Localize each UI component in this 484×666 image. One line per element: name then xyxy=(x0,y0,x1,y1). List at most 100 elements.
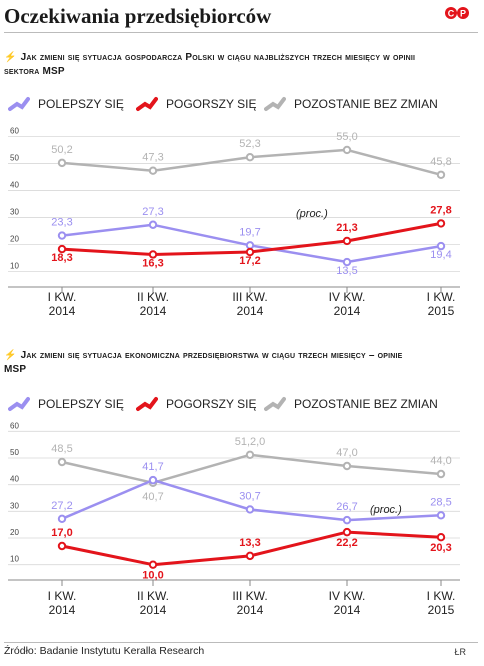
chart1-legend: POLEPSZY SIĘ POGORSZY SIĘ POZOSTANIE BEZ… xyxy=(8,92,478,116)
data-point-worse xyxy=(57,541,67,551)
x-tick-label-year: 2014 xyxy=(140,603,167,617)
data-point-worse xyxy=(148,560,158,569)
data-point-better xyxy=(436,241,446,251)
trend-same-icon xyxy=(264,97,286,111)
legend-same: POZOSTANIE BEZ ZMIAN xyxy=(264,392,438,416)
y-tick-label: 30 xyxy=(10,207,19,216)
x-tick-label-year: 2014 xyxy=(237,304,264,318)
data-label-better: 28,5 xyxy=(430,496,451,508)
bolt-icon: ⚡ xyxy=(4,350,17,361)
data-point-better xyxy=(148,475,158,485)
x-tick-label-quarter: I KW. xyxy=(48,589,77,603)
legend-worse-label: POGORSZY SIĘ xyxy=(166,97,257,111)
trend-better-icon xyxy=(8,397,30,411)
data-label-better: 41,7 xyxy=(142,461,163,473)
x-tick-label-quarter: IV KW. xyxy=(329,589,366,603)
data-point-same xyxy=(342,145,352,155)
x-tick-label-year: 2014 xyxy=(334,304,361,318)
data-point-worse xyxy=(57,244,67,254)
data-label-worse: 17,0 xyxy=(51,527,72,539)
data-point-better xyxy=(245,241,255,250)
data-label-worse: 18,3 xyxy=(51,252,72,264)
series-line-same xyxy=(61,453,442,485)
svg-text:P: P xyxy=(460,9,466,19)
x-tick-label-quarter: IV KW. xyxy=(329,290,366,304)
data-label-better: 19,7 xyxy=(239,226,260,238)
data-label-worse: 27,8 xyxy=(430,204,451,216)
legend-same-label: POZOSTANIE BEZ ZMIAN xyxy=(294,97,438,111)
x-tick-label-quarter: I KW. xyxy=(427,290,456,304)
data-point-worse xyxy=(245,247,255,257)
data-point-same xyxy=(342,461,352,471)
data-label-better: 27,2 xyxy=(51,500,72,512)
source-note: Źródło: Badanie Instytutu Keralla Resear… xyxy=(4,645,205,657)
legend-worse: POGORSZY SIĘ xyxy=(136,392,256,416)
chart1-subtitle: ⚡ Jak zmieni się sytuacja gospodarcza Pol… xyxy=(4,51,424,79)
data-point-better xyxy=(148,220,158,229)
x-tick-label-year: 2015 xyxy=(428,603,455,617)
chart2: 10 20 30 40 50 60 I KW. 2014 II KW. 2014 III KW. 20… xyxy=(0,420,484,640)
top-divider xyxy=(4,32,478,33)
data-point-better xyxy=(57,514,67,524)
data-point-same xyxy=(436,469,446,479)
y-tick-label: 20 xyxy=(10,234,19,243)
x-tick-label-quarter: II KW. xyxy=(137,290,169,304)
data-point-worse xyxy=(436,533,446,542)
y-tick-label: 40 xyxy=(10,475,19,484)
data-label-worse: 22,2 xyxy=(336,537,357,549)
data-point-better xyxy=(342,515,352,525)
publisher-logo: C P xyxy=(444,6,470,25)
y-tick-label: 50 xyxy=(10,448,19,457)
data-point-same xyxy=(245,450,255,459)
trend-same-icon xyxy=(264,397,286,411)
unit-label: (proc.) xyxy=(296,208,328,220)
legend-better-label: POLEPSZY SIĘ xyxy=(38,397,124,411)
copyright-icon: C P xyxy=(445,7,469,19)
data-label-same: 50,2 xyxy=(51,144,72,156)
x-tick-label-year: 2014 xyxy=(140,304,167,318)
legend-better-label: POLEPSZY SIĘ xyxy=(38,97,124,111)
bottom-divider xyxy=(4,642,478,643)
chart2-title: Jak zmieni się sytuacja ekonomiczna prze… xyxy=(4,350,403,375)
data-point-same xyxy=(57,158,67,168)
x-tick-label-quarter: II KW. xyxy=(137,589,169,603)
legend-same-label: POZOSTANIE BEZ ZMIAN xyxy=(294,397,438,411)
x-tick-label-quarter: I KW. xyxy=(48,290,77,304)
svg-text:C: C xyxy=(448,9,455,19)
y-tick-label: 30 xyxy=(10,501,19,510)
data-point-worse xyxy=(245,551,255,561)
data-point-better xyxy=(436,511,446,520)
data-point-better xyxy=(245,505,255,514)
x-tick-label-year: 2014 xyxy=(49,603,76,617)
data-point-worse xyxy=(342,236,352,246)
x-tick-label-year: 2014 xyxy=(49,304,76,318)
data-label-worse: 21,3 xyxy=(336,222,357,234)
x-tick-label-quarter: III KW. xyxy=(232,290,267,304)
data-label-same: 40,7 xyxy=(142,491,163,503)
legend-worse: POGORSZY SIĘ xyxy=(136,92,256,116)
x-tick-label-year: 2014 xyxy=(237,603,264,617)
y-tick-label: 50 xyxy=(10,153,19,162)
trend-better-icon xyxy=(8,97,30,111)
y-tick-label: 10 xyxy=(10,555,19,564)
data-label-same: 51,2,0 xyxy=(235,436,266,448)
data-point-worse xyxy=(342,527,352,537)
data-point-worse xyxy=(148,250,158,259)
data-label-better: 26,7 xyxy=(336,501,357,513)
legend-better: POLEPSZY SIĘ xyxy=(8,392,124,416)
y-tick-label: 10 xyxy=(10,261,19,270)
x-tick-label-year: 2014 xyxy=(334,603,361,617)
unit-label: (proc.) xyxy=(370,504,402,516)
data-label-better: 27,3 xyxy=(142,206,163,218)
data-label-same: 52,3 xyxy=(239,138,260,150)
data-label-same: 47,3 xyxy=(142,152,163,164)
data-label-worse: 17,2 xyxy=(239,255,260,267)
data-point-same xyxy=(148,166,158,175)
data-label-better: 30,7 xyxy=(239,490,260,502)
data-label-same: 44,0 xyxy=(430,455,451,467)
data-label-same: 48,5 xyxy=(51,443,72,455)
y-tick-label: 60 xyxy=(10,126,19,135)
legend-same: POZOSTANIE BEZ ZMIAN xyxy=(264,92,438,116)
page-title: Oczekiwania przedsiębiorców xyxy=(4,4,272,28)
